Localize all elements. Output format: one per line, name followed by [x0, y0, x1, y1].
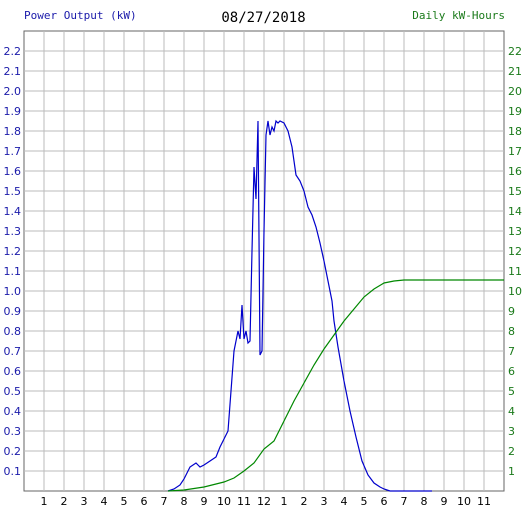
- x-tick-label: 8: [421, 495, 428, 508]
- x-tick-label: 11: [237, 495, 251, 508]
- y-left-tick-label: 0.4: [4, 405, 22, 418]
- y-right-tick-label: 17: [508, 145, 522, 158]
- x-tick-label: 3: [321, 495, 328, 508]
- y-right-tick-label: 6: [508, 365, 515, 378]
- x-tick-label: 1: [281, 495, 288, 508]
- x-tick-label: 4: [101, 495, 108, 508]
- x-tick-label: 2: [301, 495, 308, 508]
- series: [167, 119, 504, 492]
- y-right-tick-label: 7: [508, 345, 515, 358]
- y-left-tick-label: 0.7: [4, 345, 22, 358]
- y-right-tick-label: 19: [508, 105, 522, 118]
- y-left-tick-label: 0.1: [4, 465, 22, 478]
- y-right-tick-label: 5: [508, 385, 515, 398]
- x-tick-label: 10: [217, 495, 231, 508]
- y-left-tick-label: 1.2: [4, 245, 22, 258]
- x-tick-label: 12: [257, 495, 271, 508]
- y-left-tick-label: 0.3: [4, 425, 22, 438]
- right-axis-title: Daily kW-Hours: [412, 9, 505, 22]
- y-left-tick-label: 1.6: [4, 165, 22, 178]
- x-tick-label: 3: [81, 495, 88, 508]
- y-right-tick-label: 12: [508, 245, 522, 258]
- y-left-tick-label: 2.1: [4, 65, 22, 78]
- x-tick-label: 10: [457, 495, 471, 508]
- y-right-tick-label: 18: [508, 125, 522, 138]
- tick-labels: 0.1 0.2 0.3 0.4 0.5 0.6 0.7 0.8 0.9 1.0 1.1 1.2 1.3 1…: [4, 45, 523, 508]
- x-tick-label: 4: [341, 495, 348, 508]
- y-right-tick-label: 8: [508, 325, 515, 338]
- y-right-tick-label: 1: [508, 465, 515, 478]
- x-tick-label: 11: [477, 495, 491, 508]
- y-left-tick-label: 0.6: [4, 365, 22, 378]
- y-right-tick-label: 9: [508, 305, 515, 318]
- y-left-tick-label: 1.3: [4, 225, 22, 238]
- y-right-tick-label: 15: [508, 185, 522, 198]
- y-left-tick-label: 1.9: [4, 105, 22, 118]
- x-tick-label: 6: [381, 495, 388, 508]
- y-right-tick-label: 10: [508, 285, 522, 298]
- x-tick-label: 7: [401, 495, 408, 508]
- y-left-tick-label: 1.1: [4, 265, 22, 278]
- y-left-tick-label: 0.8: [4, 325, 22, 338]
- y-right-tick-label: 13: [508, 225, 522, 238]
- y-right-tick-label: 20: [508, 85, 522, 98]
- y-left-tick-label: 2.2: [4, 45, 22, 58]
- y-right-tick-label: 16: [508, 165, 522, 178]
- x-tick-label: 5: [121, 495, 128, 508]
- y-left-tick-label: 1.5: [4, 185, 22, 198]
- x-tick-label: 8: [181, 495, 188, 508]
- y-left-tick-label: 1.4: [4, 205, 22, 218]
- x-tick-label: 7: [161, 495, 168, 508]
- y-right-tick-label: 22: [508, 45, 522, 58]
- y-left-tick-label: 0.5: [4, 385, 22, 398]
- y-right-tick-label: 4: [508, 405, 515, 418]
- daily-kwh-series-line: [167, 279, 504, 492]
- y-left-tick-label: 0.9: [4, 305, 22, 318]
- y-left-tick-label: 1.0: [4, 285, 22, 298]
- y-left-tick-label: 1.8: [4, 125, 22, 138]
- x-tick-label: 9: [441, 495, 448, 508]
- x-tick-label: 2: [61, 495, 68, 508]
- x-tick-label: 6: [141, 495, 148, 508]
- left-axis-title: Power Output (kW): [24, 9, 137, 22]
- chart-date-title: 08/27/2018: [221, 10, 306, 26]
- x-tick-label: 1: [41, 495, 48, 508]
- power-output-series-line: [167, 119, 432, 492]
- y-right-tick-label: 2: [508, 445, 515, 458]
- y-right-tick-label: 14: [508, 205, 522, 218]
- y-left-tick-label: 1.7: [4, 145, 22, 158]
- y-left-tick-label: 0.2: [4, 445, 22, 458]
- y-right-tick-label: 11: [508, 265, 522, 278]
- x-tick-label: 9: [201, 495, 208, 508]
- x-tick-label: 5: [361, 495, 368, 508]
- y-left-tick-label: 2.0: [4, 85, 22, 98]
- grid: [24, 31, 504, 491]
- y-right-tick-label: 3: [508, 425, 515, 438]
- y-right-tick-label: 21: [508, 65, 522, 78]
